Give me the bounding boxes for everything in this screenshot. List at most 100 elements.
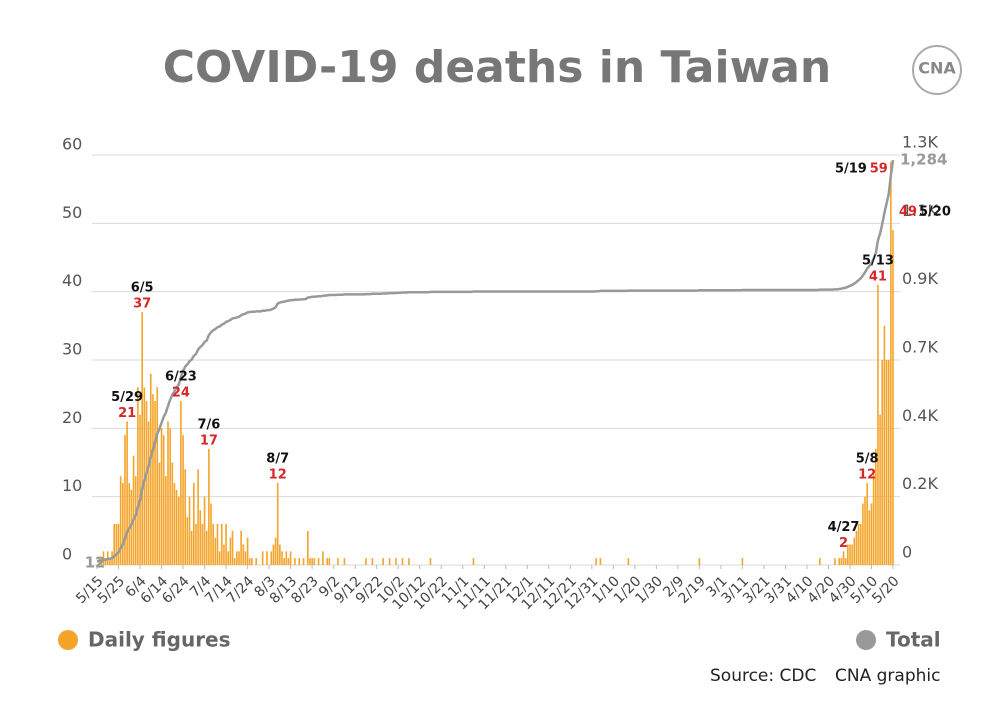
bar — [195, 524, 197, 565]
bar — [281, 551, 283, 565]
bar — [173, 483, 176, 565]
annotation-value: 41 — [869, 269, 887, 284]
total-label: 1,284 — [900, 151, 947, 169]
bar — [240, 530, 242, 565]
y-tick-label: 10 — [62, 476, 82, 495]
bar — [109, 558, 111, 565]
bar — [214, 537, 217, 565]
bar — [343, 558, 346, 565]
bar — [238, 551, 240, 565]
credit: CNA graphic — [835, 666, 940, 686]
bar — [395, 558, 397, 565]
bar — [102, 551, 105, 565]
y2-tick-label: 0 — [902, 543, 912, 562]
y2-tick-label: 0.4K — [902, 406, 938, 425]
total-label: 12 — [85, 554, 106, 572]
bar — [627, 558, 630, 565]
annotation-date: 6/23 — [165, 370, 197, 385]
bar — [190, 530, 193, 565]
bar — [890, 161, 892, 566]
bar — [382, 558, 384, 565]
bar — [212, 524, 214, 565]
bar — [401, 558, 404, 565]
annotation-value: 24 — [172, 386, 190, 401]
annotation-date: 6/5 — [131, 281, 154, 296]
annotation-date: 8/7 — [266, 452, 289, 467]
bar — [887, 360, 890, 565]
bar — [139, 414, 141, 565]
annotation-date: 5/20 — [919, 205, 951, 220]
bar — [162, 435, 165, 565]
bar — [870, 503, 873, 565]
bar — [186, 517, 189, 565]
bar — [236, 551, 238, 565]
bar — [371, 558, 374, 565]
bar — [115, 524, 118, 565]
bar — [177, 496, 180, 565]
bar — [255, 558, 258, 565]
chart-title: COVID-19 deaths in Taiwan — [163, 42, 832, 93]
bar — [128, 483, 131, 565]
bar — [169, 428, 171, 565]
bar — [864, 496, 866, 565]
bar — [225, 524, 227, 565]
bar — [307, 530, 309, 565]
total-line — [96, 159, 895, 563]
bar — [328, 558, 331, 565]
bar — [309, 558, 311, 565]
source: Source: CDC — [710, 666, 816, 686]
bar — [599, 558, 602, 565]
annotation-value: 17 — [200, 433, 218, 448]
legend-swatch — [856, 630, 876, 650]
bar — [137, 387, 139, 565]
bar — [298, 558, 301, 565]
bar — [834, 558, 836, 565]
y2-tick-label: 1.1K — [902, 201, 938, 220]
bar — [165, 476, 167, 565]
bar — [838, 558, 841, 565]
bar — [160, 428, 163, 565]
y-tick-label: 20 — [62, 408, 82, 427]
bar — [595, 558, 597, 565]
annotation-date: 7/6 — [197, 417, 220, 432]
bar — [201, 524, 204, 565]
bar — [248, 558, 251, 565]
bar — [819, 558, 821, 565]
y2-tick-label: 0.9K — [902, 269, 938, 288]
annotation-value: 2 — [839, 536, 848, 551]
bar — [208, 448, 210, 565]
bar — [283, 558, 285, 565]
bar — [274, 537, 277, 565]
bar — [276, 483, 279, 565]
bar — [229, 537, 232, 565]
bar — [294, 558, 296, 565]
bar — [158, 462, 161, 565]
annotation-value: 12 — [269, 468, 287, 483]
logo-ring — [912, 45, 962, 95]
bar — [874, 448, 877, 565]
bar — [180, 401, 182, 565]
bar — [322, 551, 324, 565]
bar — [326, 558, 329, 565]
bar — [365, 558, 367, 565]
bar — [741, 558, 744, 565]
bar — [892, 230, 894, 565]
annotation-value: 49 — [899, 205, 917, 220]
bar — [171, 462, 174, 565]
bar — [472, 558, 475, 565]
annotation-date: 5/19 — [835, 161, 867, 176]
bar — [285, 551, 288, 565]
bar — [853, 537, 856, 565]
y-tick-label: 30 — [62, 340, 82, 359]
y-tick-label: 0 — [62, 545, 72, 564]
bar — [879, 414, 881, 565]
bar — [244, 551, 247, 565]
bar — [197, 469, 199, 565]
bar — [130, 489, 133, 565]
y-tick-label: 50 — [62, 203, 82, 222]
annotation-date: 4/27 — [828, 520, 860, 535]
y2-tick-label: 1.3K — [902, 133, 938, 152]
bar — [113, 524, 116, 565]
bar — [227, 551, 230, 565]
